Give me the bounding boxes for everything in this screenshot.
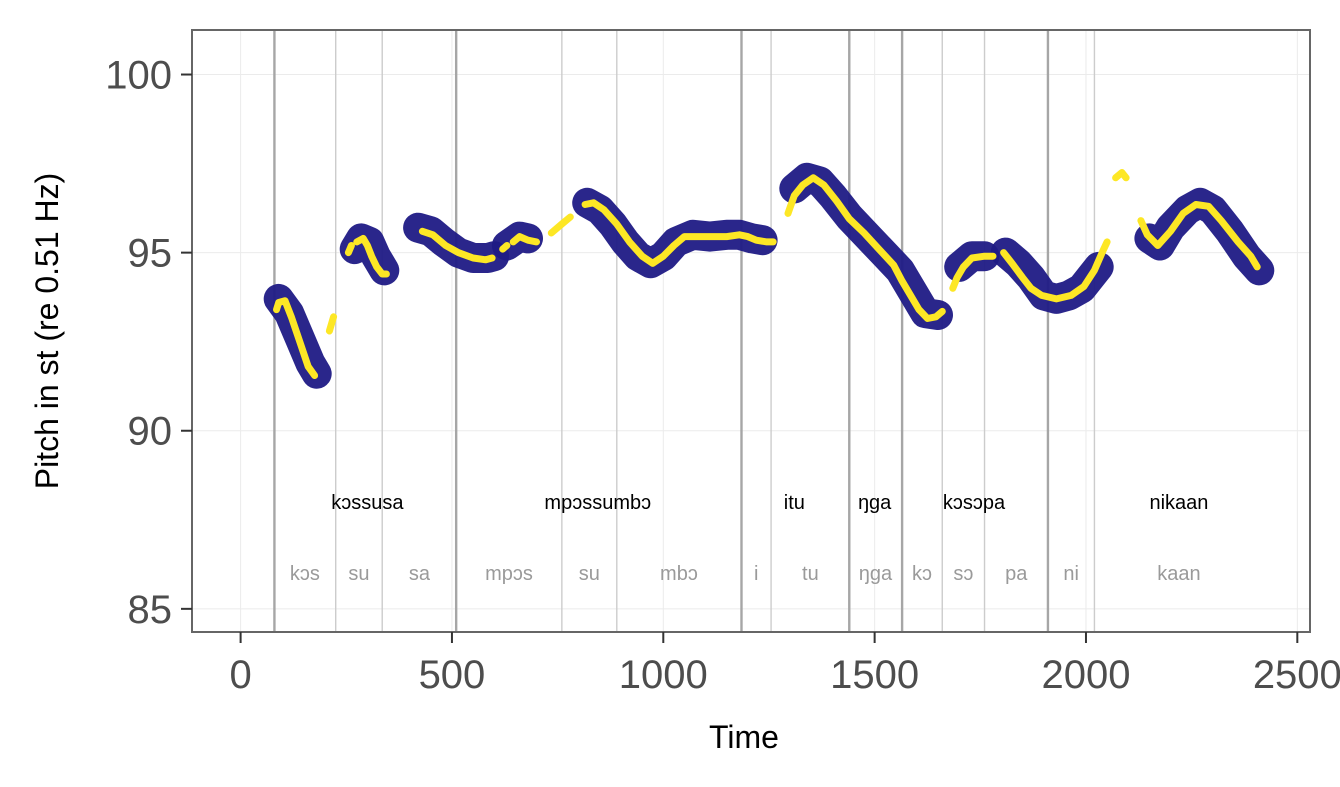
word-label: nikaan	[1149, 492, 1208, 514]
pitch-line-series	[273, 169, 1261, 379]
x-axis-title: Time	[709, 719, 779, 755]
pitch-line-segment	[547, 213, 574, 237]
x-tick-label: 1000	[619, 653, 708, 697]
syllable-label: pa	[1005, 563, 1028, 585]
syllable-label: sa	[409, 563, 431, 585]
x-tick-label: 0	[229, 653, 251, 697]
syllable-label: i	[754, 563, 758, 585]
y-tick-label: 90	[128, 410, 173, 454]
boundary-lines	[273, 30, 1096, 632]
y-tick-label: 85	[128, 588, 173, 632]
pitch-line-segment	[418, 227, 496, 264]
syllable-label: su	[579, 563, 600, 585]
pitch-line-segment	[353, 234, 390, 278]
x-tick-label: 2000	[1041, 653, 1130, 697]
syllable-label: tu	[802, 563, 819, 585]
pitch-line-segment	[1137, 201, 1261, 271]
x-tick-label: 500	[419, 653, 486, 697]
word-label: mpɔssumbɔ	[544, 492, 651, 514]
syllable-label: kɔ	[912, 563, 932, 585]
y-tick-label: 95	[128, 232, 173, 276]
word-label: itu	[784, 492, 805, 514]
pitch-line-segment	[784, 174, 946, 322]
syllable-label: su	[348, 563, 369, 585]
pitch-line-segment	[499, 242, 511, 253]
syllable-label: ŋga	[859, 563, 893, 585]
y-axis-title: Pitch in st (re 0.51 Hz)	[29, 173, 65, 490]
word-label: kɔssusa	[331, 492, 404, 514]
syllable-label: mpɔs	[485, 563, 533, 585]
pitch-line-segment	[949, 252, 997, 292]
y-tick-label: 100	[105, 54, 172, 98]
word-label: ŋga	[858, 492, 892, 514]
syllable-label: kɔs	[290, 563, 320, 585]
syllable-label: kaan	[1157, 563, 1200, 585]
axes: 0 500 1000 1500 2000 2500 85 90 95 100	[105, 54, 1340, 697]
plot-panel	[192, 30, 1310, 632]
pitch-line-segment	[581, 199, 777, 267]
pitch-line-segment	[344, 242, 355, 257]
panel-border	[191, 29, 1311, 633]
pitch-line-segment	[1000, 238, 1111, 303]
x-tick-label: 1500	[830, 653, 919, 697]
pitch-line-segment	[325, 313, 338, 335]
x-tick-label: 2500	[1253, 653, 1340, 697]
pitch-line-segment	[273, 297, 319, 379]
pitch-line-segment	[509, 233, 540, 246]
syllable-label: ni	[1063, 563, 1079, 585]
pitch-line-segment	[1112, 169, 1130, 182]
syllable-label: mbɔ	[660, 563, 698, 585]
word-label: kɔsɔpa	[943, 492, 1006, 514]
syllable-label: sɔ	[953, 563, 973, 585]
